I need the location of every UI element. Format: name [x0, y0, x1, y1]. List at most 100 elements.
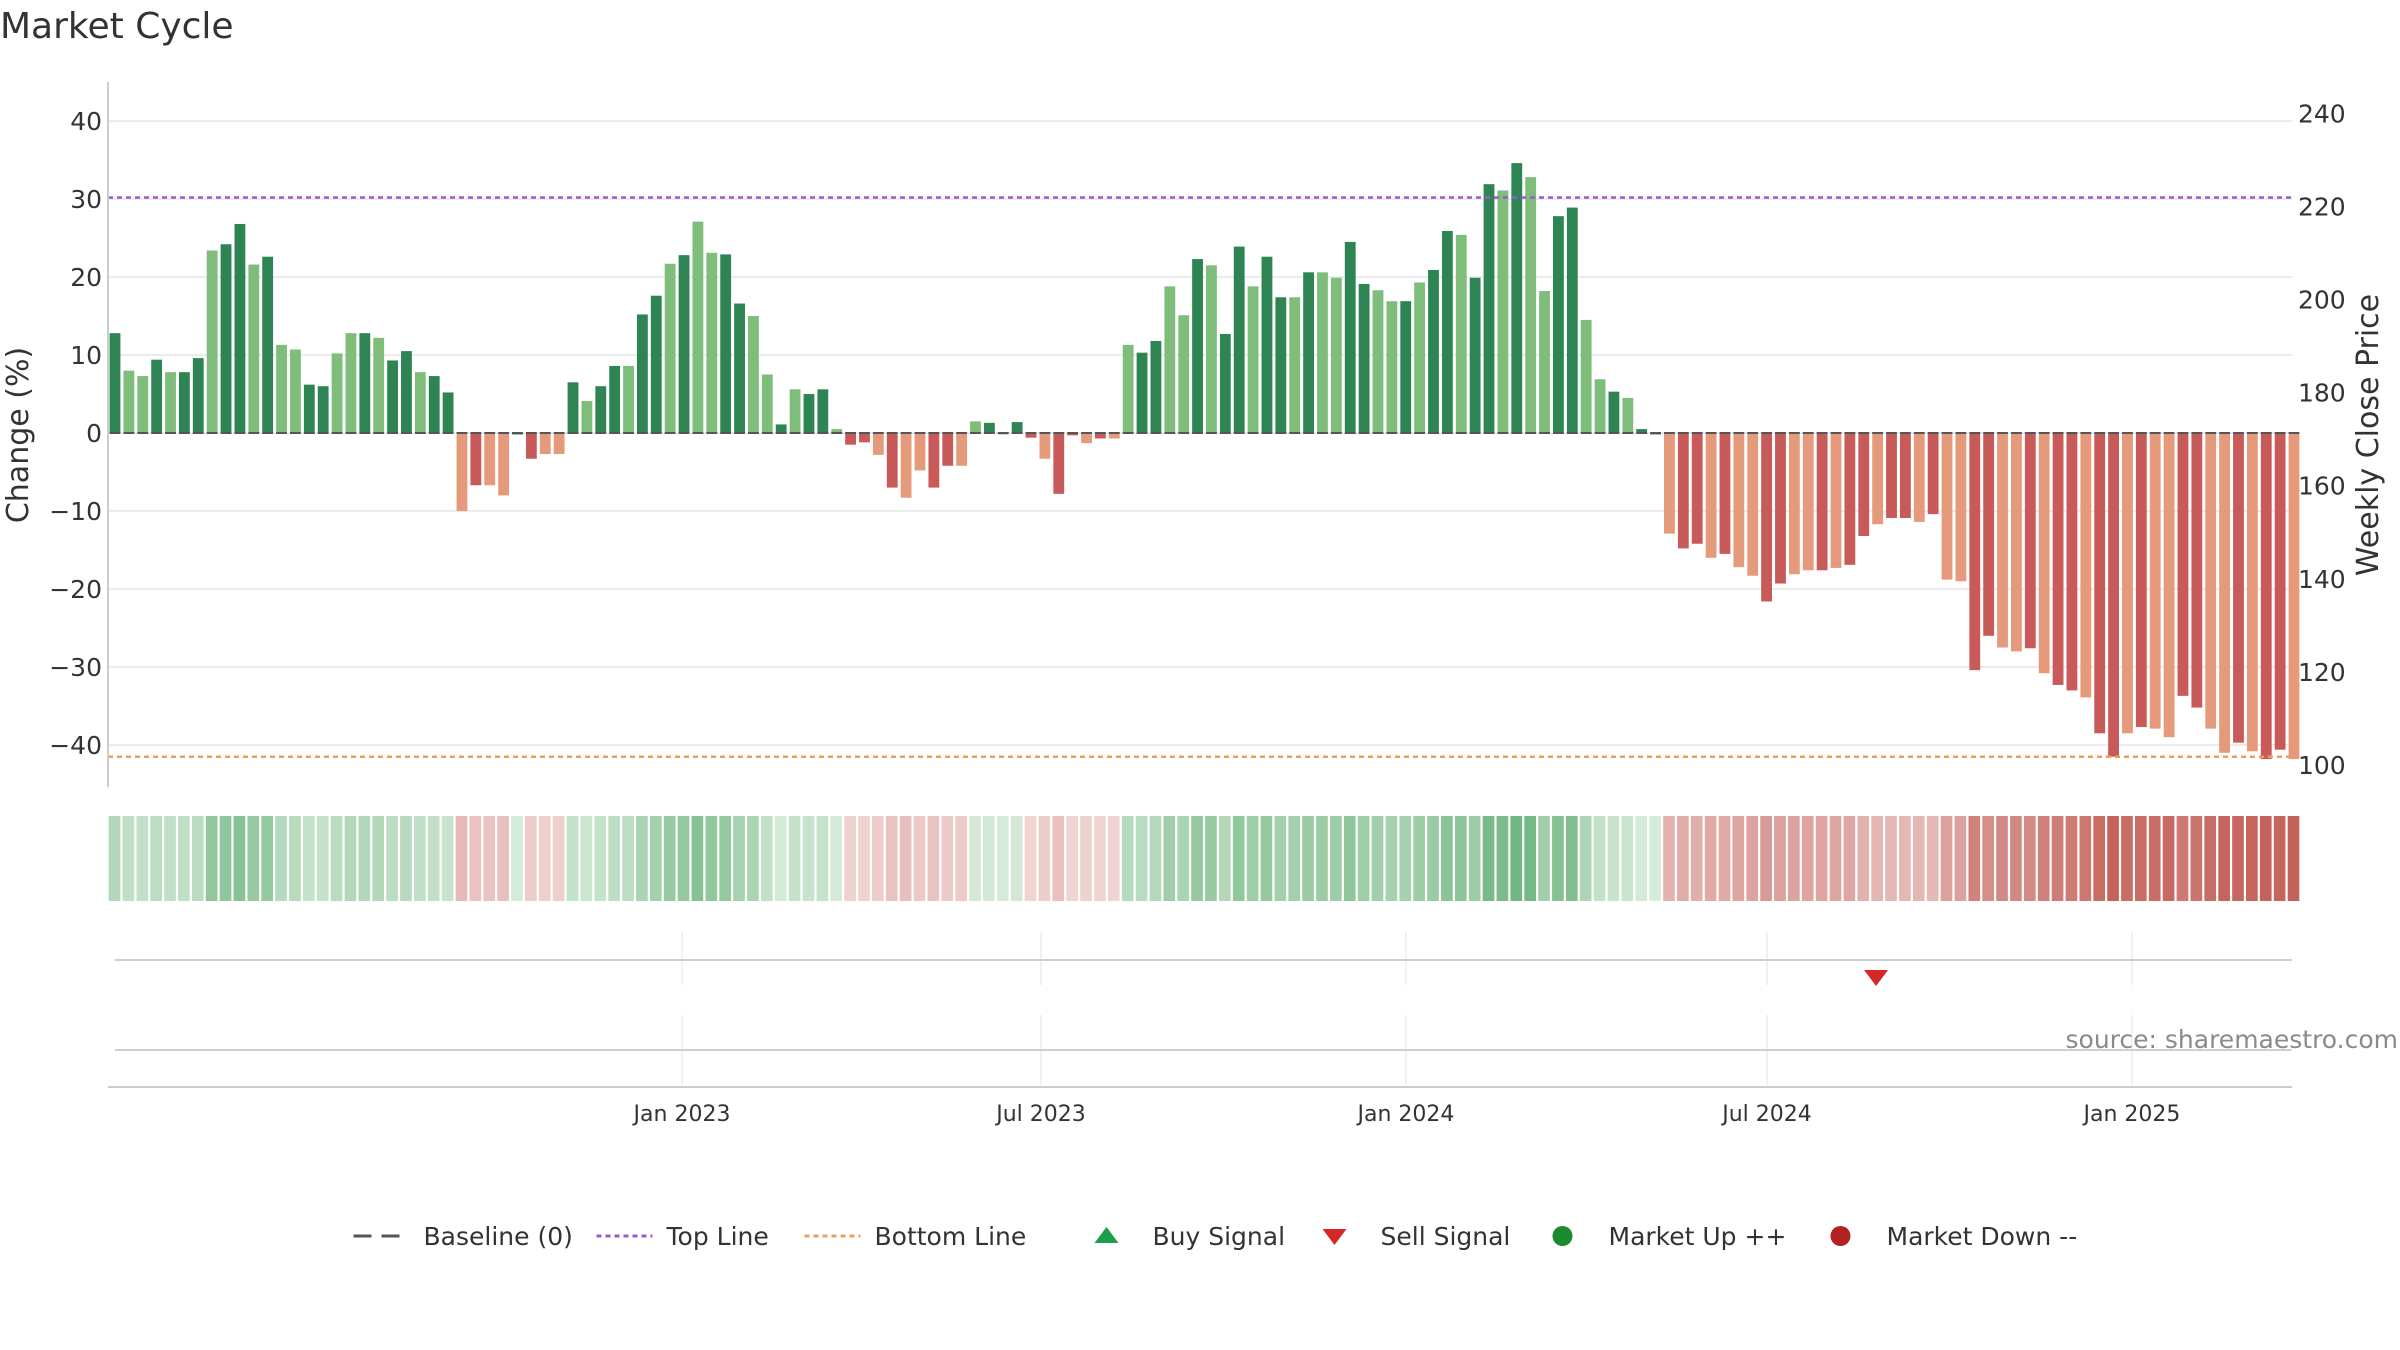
change-bar — [1441, 230, 1453, 433]
heat-cell — [1149, 816, 1162, 901]
heat-cell — [1371, 816, 1384, 901]
legend-swatch-circle — [1830, 1226, 1851, 1246]
change-bar — [2149, 433, 2161, 729]
change-bar — [1664, 433, 1675, 534]
change-bar — [1719, 433, 1731, 554]
change-bar — [859, 433, 870, 443]
heat-cell — [219, 816, 232, 901]
heat-cell — [2176, 816, 2189, 901]
x-tick-label: Jan 2023 — [632, 1102, 731, 1127]
change-bar — [525, 433, 537, 459]
heat-cell — [2218, 816, 2230, 901]
heat-cell — [2273, 816, 2286, 901]
change-bar — [1927, 433, 1939, 515]
heat-cell — [469, 816, 482, 901]
x-tick-label: Jul 2023 — [994, 1102, 1086, 1127]
heat-cell — [566, 816, 579, 901]
heat-cell — [1510, 816, 1523, 901]
y-tick-label: 30 — [70, 185, 102, 214]
change-bar — [1178, 315, 1190, 433]
change-bar — [387, 360, 398, 433]
change-bar — [498, 433, 510, 496]
change-bar — [1164, 286, 1176, 433]
change-bar — [956, 433, 968, 466]
heat-cell — [608, 816, 620, 901]
change-bar — [2094, 433, 2106, 734]
heat-cell — [1205, 816, 1217, 901]
y-tick-label: −40 — [49, 731, 102, 760]
heat-cell — [1593, 816, 1606, 901]
change-bar — [470, 433, 482, 486]
heat-cell — [1343, 816, 1356, 901]
change-bar — [1553, 216, 1564, 433]
heat-cell — [1635, 816, 1648, 901]
heat-cell — [538, 816, 551, 901]
change-bar — [1275, 297, 1287, 433]
legend-label: Sell Signal — [1381, 1222, 1511, 1251]
y-tick-label: −10 — [49, 497, 102, 526]
y-tick-label: −20 — [49, 575, 102, 604]
change-bar — [2052, 433, 2064, 685]
change-bar — [1525, 177, 1537, 433]
change-bar — [845, 433, 856, 445]
heat-cell — [441, 816, 454, 901]
change-bar — [484, 433, 496, 486]
heat-cell — [191, 816, 204, 901]
y2-tick-label: 160 — [2298, 472, 2346, 501]
change-bar — [220, 244, 232, 433]
heat-cell — [1218, 816, 1231, 901]
legend-label: Top Line — [666, 1222, 769, 1251]
change-bar — [1067, 433, 1079, 436]
legend-label: Bottom Line — [875, 1222, 1027, 1251]
change-bar — [581, 401, 593, 433]
change-bar — [1997, 433, 2008, 648]
change-bar — [2038, 433, 2050, 674]
change-bar — [359, 333, 371, 433]
heat-cell — [1760, 816, 1772, 901]
change-bar — [1053, 433, 1065, 494]
y2-tick-label: 200 — [2298, 286, 2346, 315]
change-bar — [2177, 433, 2189, 696]
heat-cell — [275, 816, 287, 901]
change-bar — [1081, 433, 1092, 444]
heat-cell — [2107, 816, 2119, 901]
heat-cell — [1191, 816, 1203, 901]
change-bar — [539, 433, 551, 455]
change-bar — [1122, 344, 1134, 433]
legend-label: Market Down -- — [1887, 1222, 2078, 1251]
heat-cell — [1885, 816, 1897, 901]
sell-signal-marker — [1864, 970, 1889, 986]
heat-cell — [525, 816, 537, 901]
y2-tick-label: 140 — [2298, 565, 2346, 594]
change-bar — [2246, 433, 2258, 752]
heat-cell — [969, 816, 981, 901]
y-tick-label: −30 — [49, 653, 102, 682]
change-bar — [748, 316, 759, 433]
change-bar — [1303, 272, 1315, 433]
heat-cell — [1871, 816, 1883, 901]
heat-cell — [1746, 816, 1759, 901]
change-bar — [664, 263, 676, 433]
change-bar — [886, 433, 898, 488]
heat-cell — [150, 816, 162, 901]
heat-cell — [1135, 816, 1148, 901]
change-bar — [803, 394, 815, 433]
heat-cell — [511, 816, 523, 901]
change-bar — [317, 386, 329, 433]
change-bar — [1899, 433, 1911, 519]
change-bar — [553, 433, 565, 455]
change-bar — [178, 372, 190, 433]
change-bar — [678, 255, 690, 433]
change-bar — [1580, 319, 1592, 433]
heat-cell — [372, 816, 385, 901]
change-bar — [872, 433, 884, 455]
change-bar — [1455, 234, 1467, 433]
legend-swatch-triangle-down — [1322, 1229, 1347, 1245]
heat-cell — [1260, 816, 1273, 901]
change-bar — [1733, 433, 1745, 568]
heat-cell — [1788, 816, 1800, 901]
source-credit: source: sharemaestro.com — [2066, 1025, 2399, 1054]
legend-label: Baseline (0) — [424, 1222, 573, 1251]
change-bar — [1289, 297, 1301, 433]
heat-cell — [427, 816, 440, 901]
